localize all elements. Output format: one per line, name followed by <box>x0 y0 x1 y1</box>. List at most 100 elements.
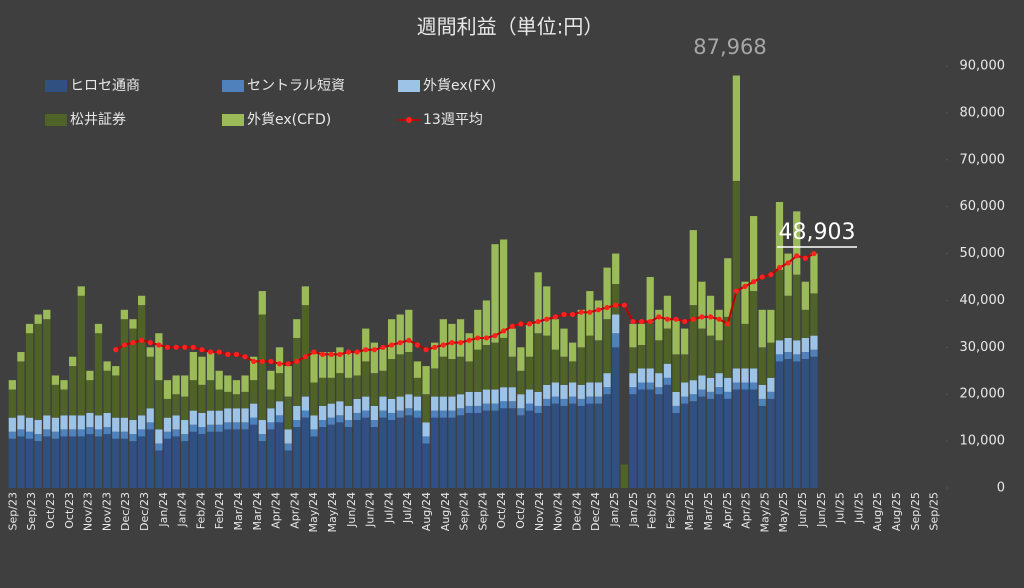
x-tick-label: Apr/24 <box>270 492 283 529</box>
bar-segment <box>534 272 542 334</box>
bar-segment <box>267 389 275 409</box>
bar-segment <box>775 354 784 362</box>
legend-marker <box>406 117 412 123</box>
x-tick-label: Apr/25 <box>740 492 753 529</box>
x-tick-label: Aug/24 <box>420 492 433 531</box>
average-marker <box>457 340 464 346</box>
bar-segment <box>275 373 284 402</box>
bar-segment <box>525 410 534 488</box>
bar-segment <box>146 347 154 357</box>
x-tick-label: Oct/24 <box>514 492 527 529</box>
bar-segment <box>43 429 51 437</box>
bar-segment <box>413 377 422 397</box>
bar-segment <box>603 394 611 488</box>
bar-segment <box>465 412 473 488</box>
y-tick-label: 20,000 <box>960 387 1006 402</box>
bar-segment <box>577 398 585 406</box>
average-marker <box>130 340 136 346</box>
bar-segment <box>672 391 680 406</box>
bar-segment <box>663 377 672 385</box>
bar-segment <box>362 328 370 362</box>
x-tick-label: May/25 <box>777 492 790 532</box>
x-tick-label: Oct/23 <box>63 492 76 529</box>
x-tick-label: Sep/23 <box>25 492 38 530</box>
bar-segment <box>77 286 85 296</box>
bar-segment <box>301 417 310 488</box>
average-marker <box>294 358 300 364</box>
bar-segment <box>336 415 344 423</box>
average-marker <box>751 279 757 285</box>
bar-segment <box>103 412 111 428</box>
bar-segment <box>689 380 697 395</box>
average-marker <box>147 340 153 346</box>
x-tick-label: Jun/24 <box>364 492 377 528</box>
bar-segment <box>319 420 327 428</box>
annotation: 48,903 <box>779 220 856 245</box>
bar-segment <box>241 375 249 392</box>
bar-segment <box>396 417 404 488</box>
bar-segment <box>310 429 318 437</box>
bar-segment <box>715 373 723 388</box>
bar-segment <box>232 422 241 430</box>
bar-segment <box>629 394 637 488</box>
y-tick-label: 70,000 <box>960 152 1006 167</box>
x-tick-label: Nov/23 <box>100 492 113 531</box>
bar-segment <box>500 387 508 402</box>
bar-segment <box>293 337 301 406</box>
average-marker <box>371 347 377 353</box>
bar-segment <box>336 373 344 402</box>
bar-segment <box>784 295 792 338</box>
bar-segment <box>387 359 396 399</box>
bar-segment <box>750 389 758 488</box>
x-tick-label: Nov/24 <box>533 492 546 531</box>
bar-segment <box>793 361 801 488</box>
bar-segment <box>284 450 292 488</box>
average-marker <box>785 260 791 266</box>
bar-segment <box>137 295 146 306</box>
bar-segment <box>163 380 172 399</box>
legend-label: セントラル短資 <box>247 78 345 94</box>
bar-segment <box>491 403 499 411</box>
bar-segment <box>206 410 215 425</box>
bar-segment <box>672 319 680 355</box>
bar-segment <box>793 211 801 275</box>
bar-segment <box>86 434 94 488</box>
x-tick-label: Oct/24 <box>495 492 508 529</box>
bar-segment <box>750 368 758 383</box>
average-marker <box>742 283 748 289</box>
x-tick-label: May/24 <box>326 492 339 532</box>
y-tick-label: 40,000 <box>960 293 1006 308</box>
bar-segment <box>293 319 301 338</box>
bar-segment <box>327 352 335 378</box>
bar-segment <box>637 323 646 345</box>
bar-segment <box>215 424 223 432</box>
bar-segment <box>474 309 482 350</box>
bar-segment <box>534 405 542 413</box>
average-marker <box>604 304 610 311</box>
bar-segment <box>577 405 585 488</box>
bar-segment <box>181 375 189 397</box>
bar-segment <box>801 359 809 488</box>
average-marker <box>449 340 455 346</box>
bar-segment <box>17 415 25 430</box>
bar-segment <box>77 295 85 416</box>
x-tick-label: Jan/24 <box>157 492 170 528</box>
bar-segment <box>620 464 628 488</box>
bar-segment <box>456 408 465 416</box>
bar-segment <box>431 342 439 369</box>
bar-segment <box>413 410 422 418</box>
y-tick-label: 50,000 <box>960 246 1006 261</box>
bar-segment <box>508 401 516 409</box>
bar-segment <box>69 415 77 430</box>
bar-segment <box>69 429 77 437</box>
bar-segment <box>594 300 603 341</box>
bar-segment <box>353 412 361 421</box>
x-tick-label: Apr/25 <box>721 492 734 529</box>
bar-segment <box>387 420 396 488</box>
bar-segment <box>344 405 353 421</box>
x-tick-label: Jun/25 <box>815 492 828 528</box>
bar-segment <box>741 368 749 383</box>
bar-segment <box>301 286 310 306</box>
bar-segment <box>387 412 396 421</box>
bar-segment <box>43 309 51 320</box>
